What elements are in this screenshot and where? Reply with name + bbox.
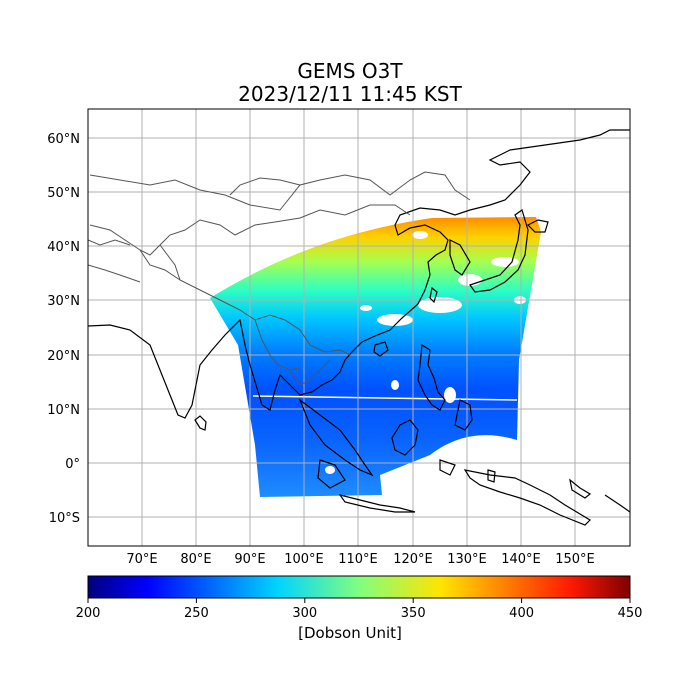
lon-label: 110°E [338,552,378,567]
lon-label: 90°E [234,552,265,567]
lat-label: 0° [65,457,80,472]
lat-label: 60°N [47,132,80,147]
lon-label: 150°E [555,552,595,567]
lat-label: 30°N [47,294,80,309]
lon-label: 100°E [284,552,324,567]
colorbar-tick-label: 250 [184,606,209,621]
colorbar-tick-label: 450 [618,606,643,621]
lon-label: 140°E [501,552,541,567]
lat-label: 40°N [47,240,80,255]
colorbar-ticks [87,598,631,603]
lat-label: 50°N [47,186,80,201]
colorbar-labels: 200 250 300 350 400 450 [76,606,643,621]
colorbar [87,575,631,599]
map-frame [87,108,631,547]
lat-label: 10°S [49,511,80,526]
colorbar-tick-label: 200 [76,606,101,621]
lon-label: 70°E [126,552,157,567]
map-title: GEMS O3T [297,59,403,83]
coastlines [88,129,630,526]
lat-label: 10°N [47,403,80,418]
lon-label: 130°E [447,552,487,567]
colorbar-tick-label: 400 [509,606,534,621]
lon-label: 80°E [180,552,211,567]
country-borders [88,171,471,386]
latitude-labels: 60°N 50°N 40°N 30°N 20°N 10°N 0° 10°S [47,132,80,526]
colorbar-unit-label: [Dobson Unit] [298,624,402,642]
lat-label: 20°N [47,349,80,364]
colorbar-tick-label: 300 [292,606,317,621]
lon-label: 120°E [393,552,433,567]
colorbar-tick-label: 350 [401,606,426,621]
map-timestamp: 2023/12/11 11:45 KST [238,82,462,106]
longitude-labels: 70°E 80°E 90°E 100°E 110°E 120°E 130°E 1… [126,552,594,567]
